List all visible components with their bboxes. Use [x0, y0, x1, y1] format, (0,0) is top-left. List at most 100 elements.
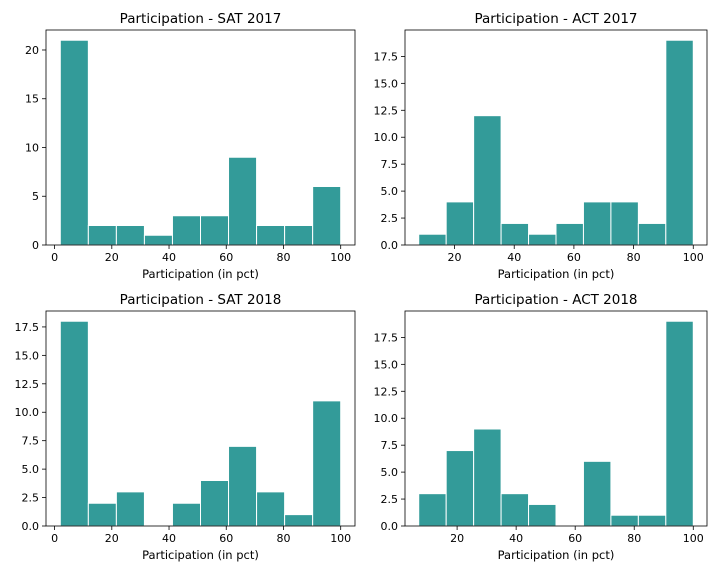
y-tick-label: 10	[25, 141, 39, 154]
y-tick-label: 15.0	[374, 77, 399, 90]
x-tick-label: 20	[105, 251, 119, 264]
axes-frame	[45, 310, 356, 527]
histogram-bar	[637, 514, 667, 527]
chart-title: Participation - SAT 2017	[120, 11, 282, 27]
x-tick-label: 100	[683, 532, 704, 545]
y-tick-label: 17.5	[374, 50, 399, 63]
x-tick-label: 0	[51, 251, 58, 264]
x-tick-label: 40	[162, 532, 176, 545]
y-tick-label: 5	[32, 190, 39, 203]
y-tick-label: 17.5	[374, 331, 399, 344]
histogram-bar	[284, 514, 314, 527]
y-tick-label: 7.5	[381, 439, 399, 452]
histogram-bar	[418, 493, 447, 527]
y-tick-label: 15	[25, 93, 39, 106]
histogram-bar	[115, 224, 145, 246]
histogram-bar	[312, 185, 342, 246]
histogram-bar	[500, 222, 530, 246]
chart-panel-1: 0 20 40 60 80 100 0 5 10 15 20 Participation - SAT …	[25, 11, 356, 281]
histogram-bar	[312, 400, 342, 527]
chart-panel-4: 20 40 60 80 100 0.0 2.5 5.0 7.5 10.0 12.5 15.0 17.5 P…	[374, 292, 708, 562]
y-tick-label: 10.0	[15, 406, 40, 419]
y-tick-label: 10.0	[374, 412, 399, 425]
x-tick-label: 20	[450, 532, 464, 545]
histogram-bar	[87, 502, 117, 527]
histogram-bar	[582, 460, 612, 527]
y-tick-label: 2.5	[381, 493, 399, 506]
x-tick-label: 80	[627, 251, 641, 264]
y-tick-label: 7.5	[22, 435, 40, 448]
x-tick-label: 80	[276, 251, 290, 264]
x-tick-label: 80	[276, 532, 290, 545]
histogram-bar	[228, 156, 258, 246]
y-tick-label: 0.0	[381, 239, 399, 252]
histogram-bar	[143, 234, 173, 246]
x-tick-label: 100	[683, 251, 704, 264]
histogram-bar	[582, 201, 612, 246]
y-tick-label: 20	[25, 44, 39, 57]
histogram-bar	[200, 479, 230, 527]
y-tick-label: 12.5	[15, 378, 40, 391]
chart-panel-3: 0 20 40 60 80 100 0.0 2.5 5.0 7.5 10.0 12.5 15.0 17.5…	[15, 292, 356, 562]
histogram-bar	[665, 320, 694, 527]
y-tick-label: 2.5	[22, 492, 40, 505]
x-tick-label: 80	[627, 532, 641, 545]
histogram-bar	[284, 224, 314, 246]
y-tick-label: 5.0	[381, 466, 399, 479]
x-tick-label: 100	[330, 532, 351, 545]
x-tick-label: 40	[507, 251, 521, 264]
histogram-bar	[171, 215, 201, 246]
x-tick-label: 40	[162, 251, 176, 264]
histogram-bar	[228, 445, 258, 527]
y-tick-label: 0	[32, 239, 39, 252]
histogram-bar	[500, 493, 530, 527]
histogram-bar	[665, 39, 694, 246]
y-tick-label: 15.0	[15, 349, 40, 362]
x-tick-label: 0	[51, 532, 58, 545]
histogram-bar	[610, 201, 639, 246]
y-tick-label: 15.0	[374, 358, 399, 371]
chart-title: Participation - SAT 2018	[120, 292, 282, 308]
histogram-bar	[555, 222, 584, 246]
x-tick-label: 60	[568, 532, 582, 545]
histogram-bar	[115, 491, 145, 527]
histogram-bar	[610, 514, 639, 527]
histogram-bar	[87, 224, 117, 246]
y-tick-label: 12.5	[374, 104, 399, 117]
x-tick-label: 20	[105, 532, 119, 545]
y-tick-label: 0.0	[22, 520, 40, 533]
x-axis-label: Participation (in pct)	[498, 548, 615, 562]
y-tick-label: 0.0	[381, 520, 399, 533]
y-tick-label: 7.5	[381, 158, 399, 171]
y-tick-label: 17.5	[15, 321, 40, 334]
histogram-bar	[473, 428, 502, 527]
histogram-bar	[256, 224, 286, 246]
chart-title: Participation - ACT 2017	[474, 11, 637, 27]
x-tick-label: 100	[330, 251, 351, 264]
axes-frame	[45, 29, 356, 246]
y-tick-label: 10.0	[374, 131, 399, 144]
y-tick-label: 2.5	[381, 212, 399, 225]
y-tick-label: 5.0	[381, 185, 399, 198]
x-tick-label: 20	[448, 251, 462, 264]
x-axis-label: Participation (in pct)	[142, 267, 259, 281]
x-tick-label: 40	[509, 532, 523, 545]
histogram-bar	[528, 233, 557, 246]
x-axis-label: Participation (in pct)	[498, 267, 615, 281]
x-tick-label: 60	[567, 251, 581, 264]
histogram-bar	[200, 215, 230, 246]
chart-panel-2: 20 40 60 80 100 0.0 2.5 5.0 7.5 10.0 12.5 15.0 17.5 P…	[374, 11, 708, 281]
histogram-bar	[59, 39, 89, 246]
histogram-bar	[171, 502, 201, 527]
histogram-bar	[256, 491, 286, 527]
x-tick-label: 60	[219, 251, 233, 264]
y-tick-label: 12.5	[374, 385, 399, 398]
histogram-bar	[637, 222, 667, 246]
histogram-bar	[445, 450, 475, 527]
y-tick-label: 5.0	[22, 463, 40, 476]
histogram-bar	[528, 503, 557, 527]
histogram-bar	[418, 233, 447, 246]
histogram-bar	[445, 201, 475, 246]
histogram-bar	[473, 115, 502, 246]
